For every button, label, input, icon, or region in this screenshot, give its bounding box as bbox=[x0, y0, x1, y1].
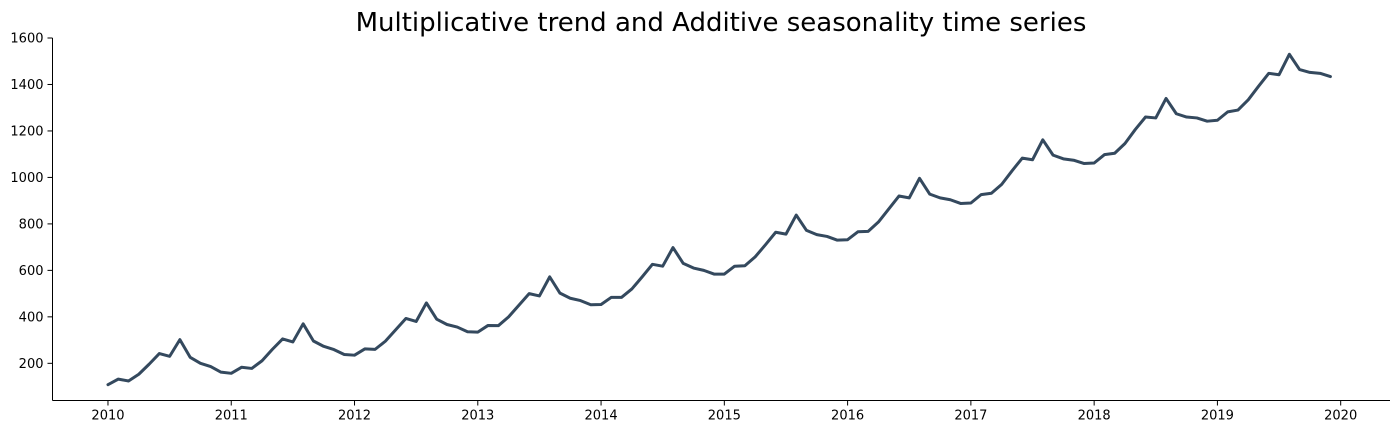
y-tick-label: 800 bbox=[19, 217, 44, 232]
x-tick-label: 2020 bbox=[1324, 409, 1357, 424]
y-tick-label: 1600 bbox=[10, 32, 43, 47]
y-tick-label: 400 bbox=[19, 310, 44, 325]
y-tick-label: 600 bbox=[19, 264, 44, 279]
x-tick-label: 2012 bbox=[338, 409, 371, 424]
x-ticks: 2010 2011 2012 2013 2014 2015 2016 2017 2018 2019… bbox=[91, 400, 1357, 424]
y-tick-label: 200 bbox=[19, 357, 44, 372]
x-tick-label: 2016 bbox=[831, 409, 864, 424]
chart-title: Multiplicative trend and Additive season… bbox=[356, 8, 1087, 38]
axes bbox=[52, 38, 1390, 401]
x-tick-label: 2010 bbox=[91, 409, 124, 424]
x-tick-label: 2017 bbox=[954, 409, 987, 424]
x-tick-label: 2018 bbox=[1078, 409, 1111, 424]
y-tick-label: 1400 bbox=[10, 78, 43, 93]
x-tick-label: 2019 bbox=[1201, 409, 1234, 424]
series-line bbox=[106, 52, 1332, 387]
x-tick-label: 2015 bbox=[708, 409, 741, 424]
x-tick-label: 2011 bbox=[215, 409, 248, 424]
y-ticks: 200 400 600 800 1000 1200 1400 1600 bbox=[10, 32, 53, 372]
y-tick-label: 1200 bbox=[10, 124, 43, 139]
x-tick-label: 2014 bbox=[585, 409, 618, 424]
x-tick-label: 2013 bbox=[461, 409, 494, 424]
series-layer bbox=[106, 52, 1332, 387]
y-tick-label: 1000 bbox=[10, 171, 43, 186]
